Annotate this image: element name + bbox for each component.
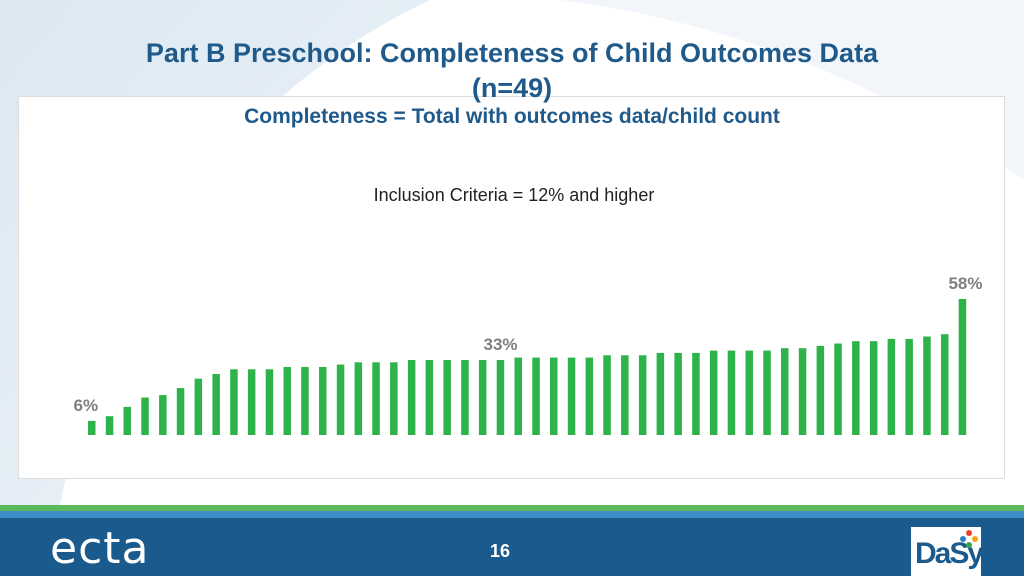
bar-25 xyxy=(514,357,522,435)
bar-36 xyxy=(709,350,718,435)
bar-4 xyxy=(141,397,149,435)
bar-13 xyxy=(301,367,309,435)
slide-subtitle: Completeness = Total with outcomes data/… xyxy=(244,105,780,128)
bar-46 xyxy=(887,338,896,435)
footer-stripe-blue xyxy=(0,511,1024,518)
bar-47 xyxy=(905,338,913,435)
bar-15 xyxy=(336,364,345,435)
bar-39 xyxy=(763,350,771,435)
bar-50 xyxy=(958,299,967,435)
slide-title: Part B Preschool: Completeness of Child … xyxy=(145,38,879,68)
bar-23 xyxy=(478,360,487,435)
bar-20 xyxy=(425,360,434,435)
bar-27 xyxy=(550,357,558,435)
bar-35 xyxy=(692,352,700,435)
bar-14 xyxy=(319,367,327,435)
bar-41 xyxy=(798,348,807,435)
bar-45 xyxy=(869,341,878,435)
bar-32 xyxy=(638,355,647,435)
bar-5 xyxy=(159,395,167,435)
bar-19 xyxy=(407,360,416,435)
page-number: 16 xyxy=(489,541,511,561)
bar-8 xyxy=(212,374,220,435)
bar-44 xyxy=(852,341,860,435)
bar-34 xyxy=(674,352,682,435)
bar-33 xyxy=(656,352,665,435)
bar-30 xyxy=(603,355,611,435)
bar-48 xyxy=(923,336,931,435)
dasy-logo: DaSy xyxy=(911,527,984,576)
flower-icon xyxy=(960,530,978,548)
bar-1 xyxy=(88,420,96,435)
footer-bar xyxy=(0,518,1024,576)
bar-22 xyxy=(461,360,469,435)
chart-title-inclusion-criteria: Inclusion Criteria = 12% and higher xyxy=(374,185,655,205)
bar-16 xyxy=(354,362,363,435)
bar-10 xyxy=(247,369,256,435)
bar-18 xyxy=(390,362,398,435)
bar-28 xyxy=(567,357,576,435)
bar-38 xyxy=(745,350,753,435)
bar-43 xyxy=(834,343,842,435)
data-label-24: 33% xyxy=(483,335,517,354)
completeness-bar-chart: Inclusion Criteria = 12% and higher 6% 33… xyxy=(74,185,983,435)
data-label-1: 6% xyxy=(74,396,99,415)
data-labels: 6% 33% 58% xyxy=(74,274,983,415)
bar-3 xyxy=(123,406,131,435)
bar-42 xyxy=(816,345,825,435)
bar-29 xyxy=(585,357,594,435)
bar-9 xyxy=(230,369,238,435)
footer-stripe-green xyxy=(0,505,1024,511)
bar-26 xyxy=(532,357,540,435)
bar-31 xyxy=(621,355,629,435)
bar-49 xyxy=(941,334,949,435)
bar-40 xyxy=(781,348,789,435)
ecta-logo: ecta xyxy=(50,523,150,574)
bar-17 xyxy=(372,362,380,435)
bar-2 xyxy=(105,416,114,435)
bar-21 xyxy=(443,360,451,435)
bar-series xyxy=(88,299,967,435)
dasy-logo-text: DaSy xyxy=(915,537,984,570)
bar-7 xyxy=(194,378,203,435)
bar-24 xyxy=(496,360,505,435)
slide-title-n: (n=49) xyxy=(471,73,553,103)
bar-6 xyxy=(176,388,185,435)
bar-12 xyxy=(283,367,291,435)
data-label-50: 58% xyxy=(948,274,982,293)
bar-37 xyxy=(727,350,736,435)
bar-11 xyxy=(265,369,274,435)
